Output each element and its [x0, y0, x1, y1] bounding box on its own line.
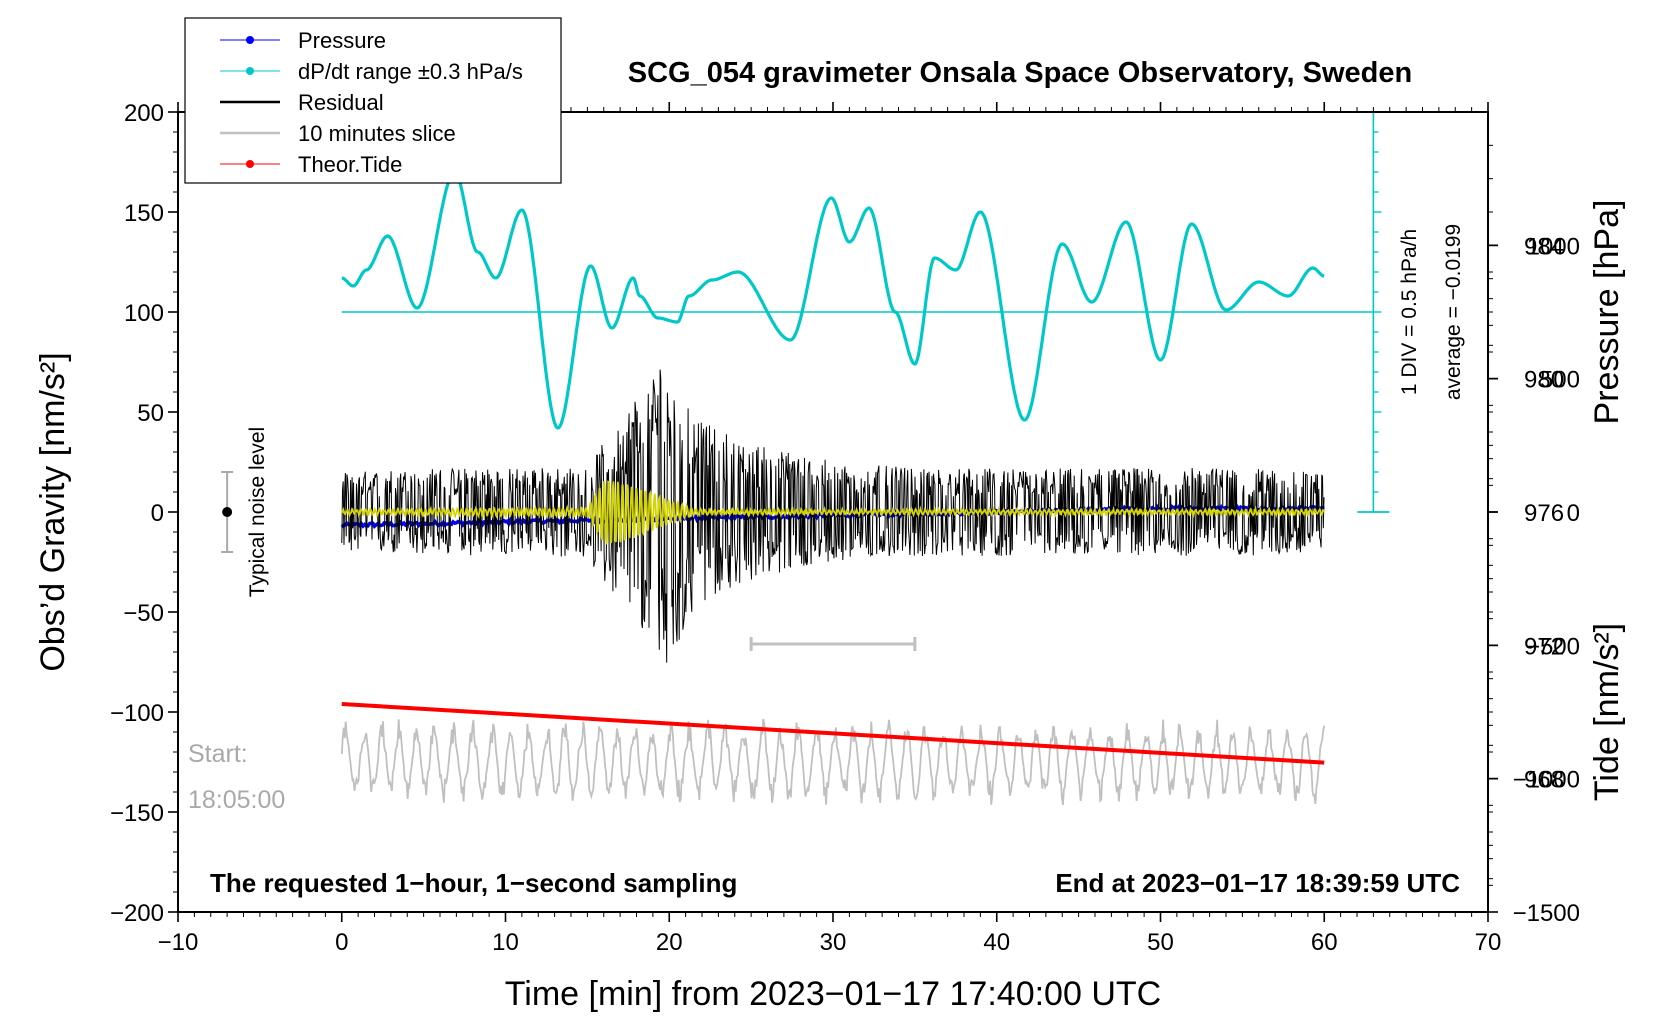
x-tick-label: 10: [492, 929, 519, 956]
y-tick-label: −100: [110, 700, 164, 727]
tide-tick-label: −1500: [1513, 900, 1580, 927]
x-tick-label: 40: [983, 929, 1010, 956]
legend-entry-tide: Theor.Tide: [220, 152, 402, 177]
start-time-label: 18:05:00: [188, 786, 285, 814]
sampling-note: The requested 1−hour, 1−second sampling: [210, 868, 737, 898]
x-tick-label: 60: [1311, 929, 1338, 956]
start-label: Start:: [188, 740, 248, 768]
y-tick-label: 100: [124, 300, 164, 327]
x-tick-label: 50: [1147, 929, 1174, 956]
legend-label-pressure: Pressure: [298, 28, 386, 53]
pressure-tick-label: 972: [1524, 633, 1564, 660]
tide-tick-label: −1000: [1513, 767, 1580, 794]
y-tick-label: 150: [124, 200, 164, 227]
legend-label-tide: Theor.Tide: [298, 152, 402, 177]
y-tick-label: −200: [110, 900, 164, 927]
legend-entry-dpdt: dP/dt range ±0.3 hPa/s: [220, 59, 523, 84]
tide-tick-label: 1000: [1527, 233, 1580, 260]
legend-box: [184, 17, 562, 184]
scale-bar-label-1: 1 DIV = 0.5 hPa/h: [1398, 229, 1421, 395]
legend-entry-slice: 10 minutes slice: [220, 121, 456, 146]
legend-entry-residual: Residual: [220, 90, 384, 115]
y-tick-label: 0: [151, 500, 164, 527]
x-tick-label: 20: [656, 929, 683, 956]
x-tick-label: 0: [335, 929, 348, 956]
residual-series-line: [341, 369, 1325, 663]
residual-filtered-series-line: [341, 480, 1326, 545]
slice-series-line: [340, 718, 1326, 806]
x-axis-label: Time [min] from 2023−01−17 17:40:00 UTC: [505, 975, 1161, 1013]
tide-tick-label: 500: [1540, 367, 1580, 394]
legend-label-slice: 10 minutes slice: [298, 121, 456, 146]
pressure-tick-label: 980: [1524, 367, 1564, 394]
tide-tick-label: −500: [1526, 633, 1580, 660]
tide-tick-label: 0: [1567, 500, 1580, 527]
legend-entry-pressure: Pressure: [220, 28, 386, 53]
x-tick-label: 30: [820, 929, 847, 956]
axes-layer: −10 0 10 20 30 40 50 60 70−200−150−100−500501001…: [110, 100, 1580, 956]
y-axis-label: Obs’d Gravity [nm/s²]: [34, 352, 72, 671]
x-tick-label: 70: [1475, 929, 1502, 956]
x-tick-label: −10: [158, 929, 199, 956]
noise-level-dot: [222, 507, 233, 517]
legend-label-dpdt: dP/dt range ±0.3 hPa/s: [298, 59, 523, 84]
chart-title: SCG_054 gravimeter Onsala Space Observat…: [628, 57, 1412, 89]
pressure-axis-label: Pressure [hPa]: [1588, 200, 1626, 425]
noise-level-label: Typical noise level: [246, 427, 269, 597]
y-tick-label: −150: [110, 800, 164, 827]
tide-series-line: [341, 702, 1325, 765]
legend-label-residual: Residual: [298, 90, 384, 115]
pressure-tick-label: 968: [1524, 767, 1564, 794]
y-tick-label: 50: [137, 400, 164, 427]
end-time-note: End at 2023−01−17 18:39:59 UTC: [1055, 868, 1460, 898]
dpdt-series-line: [341, 170, 1325, 430]
legend: Pressure dP/dt range ±0.3 hPa/s Residual…: [184, 17, 562, 184]
pressure-tick-label: 984: [1524, 233, 1564, 260]
y-tick-label: 200: [124, 100, 164, 127]
tide-axis-label: Tide [nm/s²]: [1588, 623, 1626, 801]
scale-bar-label-2: average = −0.0199: [1442, 224, 1465, 400]
y-tick-label: −50: [123, 600, 164, 627]
pressure-tick-label: 976: [1524, 500, 1564, 527]
plot-layer: [221, 111, 1390, 806]
